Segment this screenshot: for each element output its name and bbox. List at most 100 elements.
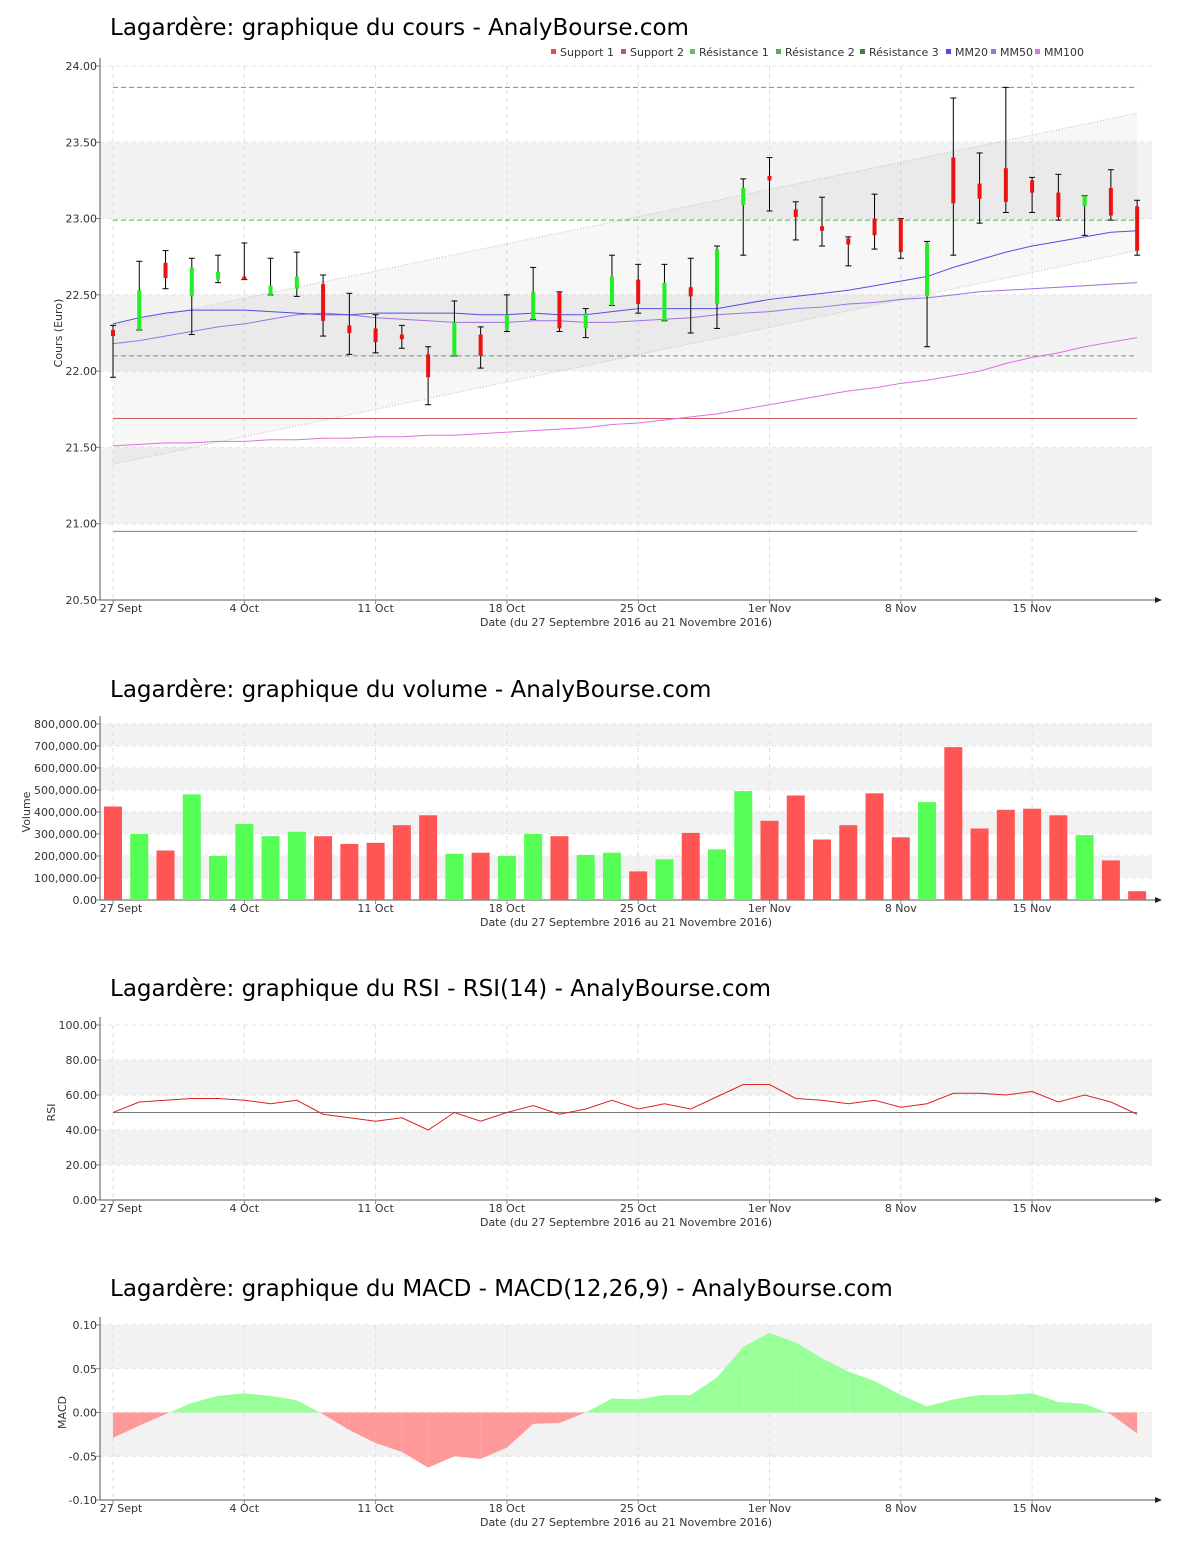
y-tick-label: 800,000.00: [34, 718, 97, 731]
candle-body: [189, 267, 194, 297]
volume-bar: [340, 843, 359, 900]
x-tick-label: 18 Oct: [489, 1502, 526, 1515]
x-tick-label: 25 Oct: [620, 602, 657, 615]
y-tick-label: 0.10: [73, 1319, 98, 1332]
candle-body: [1030, 180, 1035, 193]
x-tick-label: 15 Nov: [1013, 1502, 1052, 1515]
candle-body: [163, 262, 168, 279]
macd-area-segment: [848, 1371, 875, 1413]
plot-band: [100, 1325, 1152, 1369]
candle-body: [557, 291, 562, 329]
plot-band: [100, 294, 1152, 372]
legend-label: Résistance 3: [869, 46, 939, 59]
volume-bar: [1101, 860, 1120, 900]
volume-bar: [865, 793, 884, 900]
y-tick-label: 60.00: [66, 1089, 98, 1102]
y-tick-label: 100.00: [59, 1019, 98, 1032]
candle-body: [925, 242, 930, 297]
candle-body: [872, 218, 877, 236]
x-tick-label: 15 Nov: [1013, 602, 1052, 615]
x-tick-label: 25 Oct: [620, 1202, 657, 1215]
x-tick-label: 11 Oct: [357, 1502, 394, 1515]
macd-area-segment: [533, 1412, 560, 1424]
volume-bar: [366, 842, 385, 900]
x-axis-label: Date (du 27 Septembre 2016 au 21 Novembr…: [480, 1516, 772, 1529]
volume-bar: [1075, 835, 1094, 900]
macd-area-segment: [795, 1342, 823, 1413]
candle-body: [1108, 188, 1113, 216]
legend-swatch: [551, 49, 556, 54]
x-tick-label: 18 Oct: [489, 902, 526, 915]
volume-bar: [996, 809, 1015, 900]
macd-area-segment: [401, 1412, 429, 1468]
y-tick-label: 23.50: [66, 136, 98, 149]
volume-bar: [734, 791, 753, 900]
x-axis-label: Date (du 27 Septembre 2016 au 21 Novembr…: [480, 616, 772, 629]
candle-body: [898, 218, 903, 253]
macd-area-segment: [1058, 1402, 1085, 1413]
macd-area-segment: [822, 1358, 849, 1413]
x-tick-label: 8 Nov: [885, 902, 917, 915]
x-tick-label: 11 Oct: [357, 602, 394, 615]
candle-body: [609, 276, 614, 306]
y-tick-label: 300,000.00: [34, 828, 97, 841]
x-tick-label: 15 Nov: [1013, 1202, 1052, 1215]
macd-area-segment: [506, 1412, 534, 1448]
chart-title: Lagardère: graphique du volume - AnalyBo…: [110, 677, 711, 703]
y-axis-label: MACD: [56, 1396, 69, 1429]
y-tick-label: -0.05: [69, 1450, 97, 1463]
candle-body: [1135, 206, 1140, 251]
chart-3: Lagardère: graphique du MACD - MACD(12,2…: [56, 1276, 1162, 1529]
plot-band: [100, 724, 1152, 746]
y-tick-label: 600,000.00: [34, 762, 97, 775]
candle-body: [347, 325, 352, 333]
x-tick-label: 8 Nov: [885, 602, 917, 615]
legend-label: Support 1: [560, 46, 614, 59]
volume-bar: [130, 834, 149, 900]
volume-bar: [655, 859, 674, 900]
candle-body: [294, 276, 299, 289]
candle-body: [373, 328, 378, 343]
x-tick-label: 8 Nov: [885, 1202, 917, 1215]
volume-bar: [104, 806, 122, 900]
mm20-line: [112, 230, 1138, 325]
x-tick-label: 4 Oct: [230, 602, 260, 615]
candle-body: [846, 238, 851, 245]
volume-bar: [918, 802, 937, 900]
trend-channel-upper: [112, 112, 1138, 326]
x-axis-label: Date (du 27 Septembre 2016 au 21 Novembr…: [480, 1216, 772, 1229]
macd-area-segment: [611, 1398, 639, 1413]
x-tick-label: 27 Sept: [100, 1202, 143, 1215]
candle-body: [452, 322, 457, 356]
volume-bar: [209, 856, 228, 900]
plot-band: [100, 856, 1152, 878]
x-axis-arrow: [1155, 897, 1162, 903]
volume-bar: [602, 852, 621, 900]
y-axis-label: RSI: [45, 1104, 58, 1122]
candle-body: [242, 276, 247, 280]
macd-area-segment: [874, 1381, 901, 1413]
volume-bar: [261, 836, 280, 900]
legend-label: MM100: [1044, 46, 1084, 59]
volume-bar: [839, 825, 858, 900]
macd-area-segment: [218, 1393, 245, 1413]
volume-bar: [576, 854, 595, 900]
volume-bar: [1023, 808, 1042, 900]
legend-swatch: [776, 49, 781, 54]
macd-area-segment: [480, 1412, 507, 1459]
y-tick-label: 200,000.00: [34, 850, 97, 863]
x-tick-label: 1er Nov: [748, 1202, 792, 1215]
volume-bar: [891, 837, 910, 900]
volume-bar: [1049, 815, 1068, 900]
x-tick-label: 25 Oct: [620, 1502, 657, 1515]
y-axis-label: Volume: [20, 791, 33, 832]
macd-area-segment: [244, 1393, 271, 1413]
macd-area-segment: [1084, 1403, 1107, 1413]
candle-body: [321, 284, 326, 321]
trend-channel-lower: [112, 250, 1138, 465]
y-tick-label: 500,000.00: [34, 784, 97, 797]
volume-bar: [813, 839, 832, 900]
y-tick-label: 700,000.00: [34, 740, 97, 753]
macd-area-segment: [191, 1395, 219, 1413]
